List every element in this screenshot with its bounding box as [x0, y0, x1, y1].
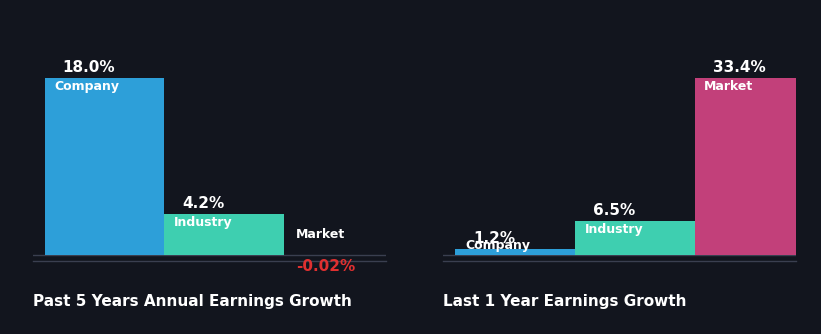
Text: Company: Company	[54, 80, 119, 94]
Bar	[456, 249, 575, 255]
Text: Past 5 Years Annual Earnings Growth: Past 5 Years Annual Earnings Growth	[33, 294, 351, 309]
Text: -0.02%: -0.02%	[296, 259, 355, 274]
Text: Industry: Industry	[174, 216, 232, 229]
Bar	[45, 78, 164, 255]
Text: Market: Market	[296, 228, 346, 241]
Text: Last 1 Year Earnings Growth: Last 1 Year Earnings Growth	[443, 294, 687, 309]
Text: 18.0%: 18.0%	[62, 60, 116, 75]
Text: 6.5%: 6.5%	[593, 203, 635, 218]
Bar	[695, 78, 814, 255]
Text: Market: Market	[704, 80, 754, 94]
Text: 1.2%: 1.2%	[473, 231, 516, 246]
Bar	[575, 221, 695, 255]
Text: 33.4%: 33.4%	[713, 60, 765, 75]
Text: Industry: Industry	[585, 223, 643, 236]
Text: Company: Company	[465, 239, 530, 252]
Text: 4.2%: 4.2%	[182, 196, 225, 211]
Bar	[164, 214, 284, 255]
